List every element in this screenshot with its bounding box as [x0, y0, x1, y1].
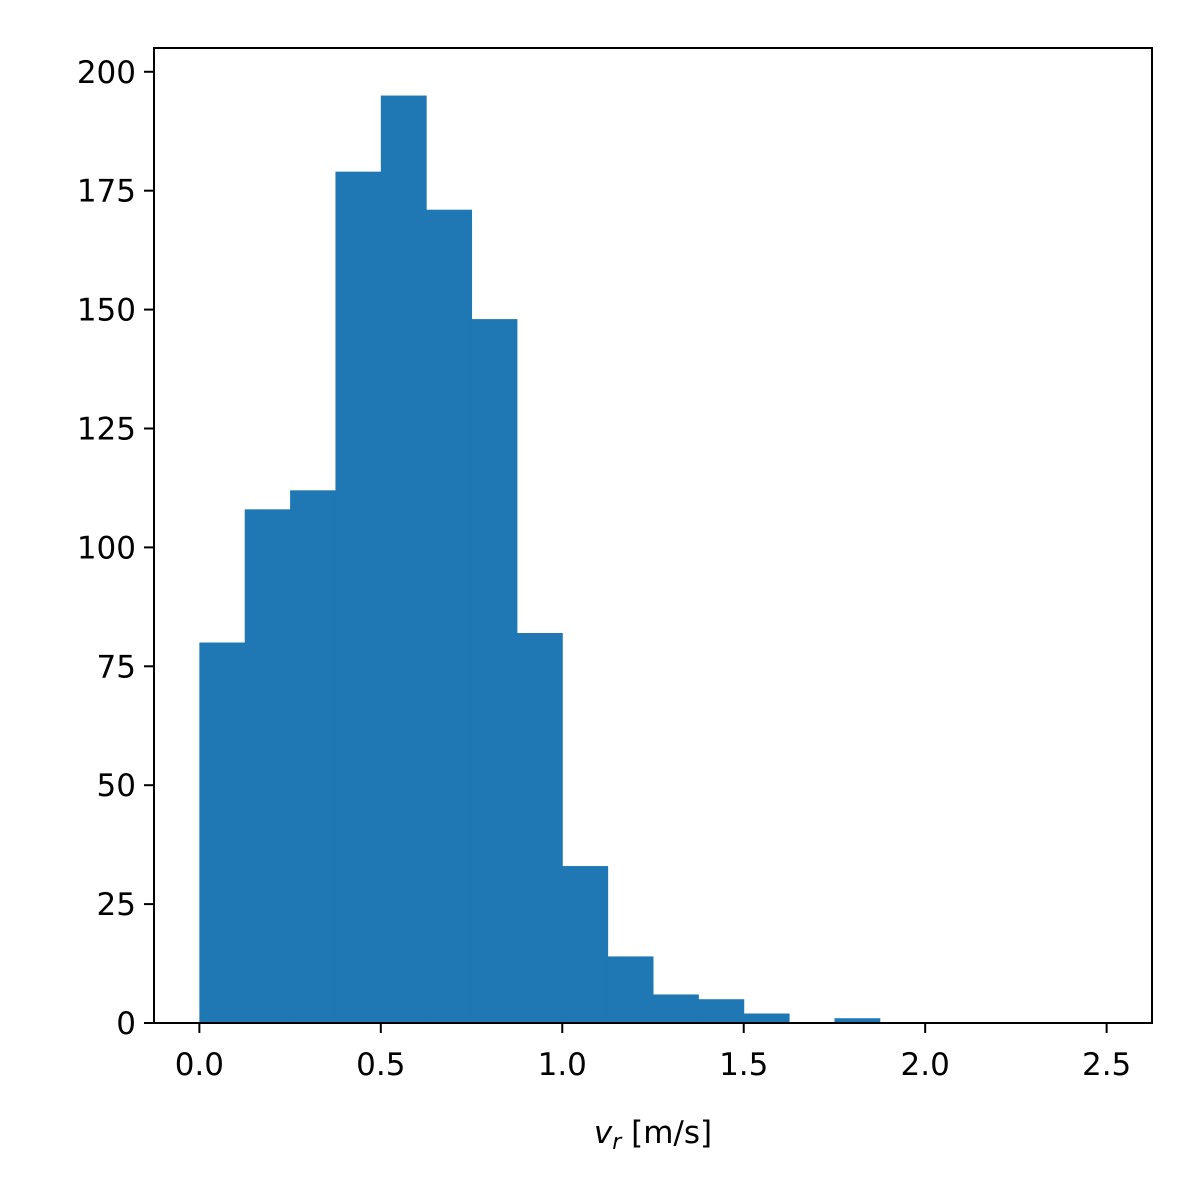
y-tick-label: 0 [116, 1006, 136, 1042]
x-axis-label-variable: v [594, 1115, 613, 1151]
histogram-bar [743, 1013, 790, 1023]
x-tick-label: 1.5 [719, 1047, 768, 1083]
x-tick-label: 2.0 [901, 1047, 950, 1083]
x-tick-label: 2.5 [1082, 1047, 1131, 1083]
y-tick-label: 150 [77, 293, 136, 329]
histogram-bar [653, 994, 699, 1023]
y-tick-label: 75 [97, 649, 136, 685]
histogram-bar [834, 1018, 881, 1023]
histogram-bar [426, 209, 473, 1023]
histogram-bar [471, 319, 518, 1024]
y-tick-label: 100 [77, 530, 136, 566]
histogram-bar [244, 509, 291, 1024]
histogram-bar [698, 999, 745, 1023]
histogram-bar [380, 95, 427, 1023]
x-axis-label-unit: [m/s] [621, 1115, 712, 1151]
histogram-bar [607, 956, 654, 1023]
y-tick-label: 25 [97, 887, 136, 923]
plot-frame [153, 47, 1153, 1024]
histogram-bar [335, 171, 382, 1023]
y-tick-label: 200 [77, 55, 136, 91]
histogram-bar [199, 642, 246, 1023]
x-axis-label-subscript: r [612, 1130, 623, 1155]
y-tick-label: 175 [77, 174, 136, 210]
y-tick-label: 125 [77, 411, 136, 447]
histogram-bar [516, 633, 563, 1023]
x-tick-label: 1.0 [538, 1047, 587, 1083]
x-tick-label: 0.0 [175, 1047, 224, 1083]
histogram-bar [290, 490, 336, 1023]
x-tick-label: 0.5 [356, 1047, 405, 1083]
y-tick-label: 50 [97, 768, 136, 804]
histogram-bars [199, 95, 881, 1024]
x-axis-ticks: 0.0 0.5 1.0 1.5 2.0 2.5 [175, 1023, 1131, 1083]
histogram-bar [562, 866, 609, 1023]
x-axis-label: vr [m/s] [594, 1115, 712, 1155]
y-axis-ticks: 0 25 50 75 100 125 150 175 200 [77, 55, 154, 1042]
